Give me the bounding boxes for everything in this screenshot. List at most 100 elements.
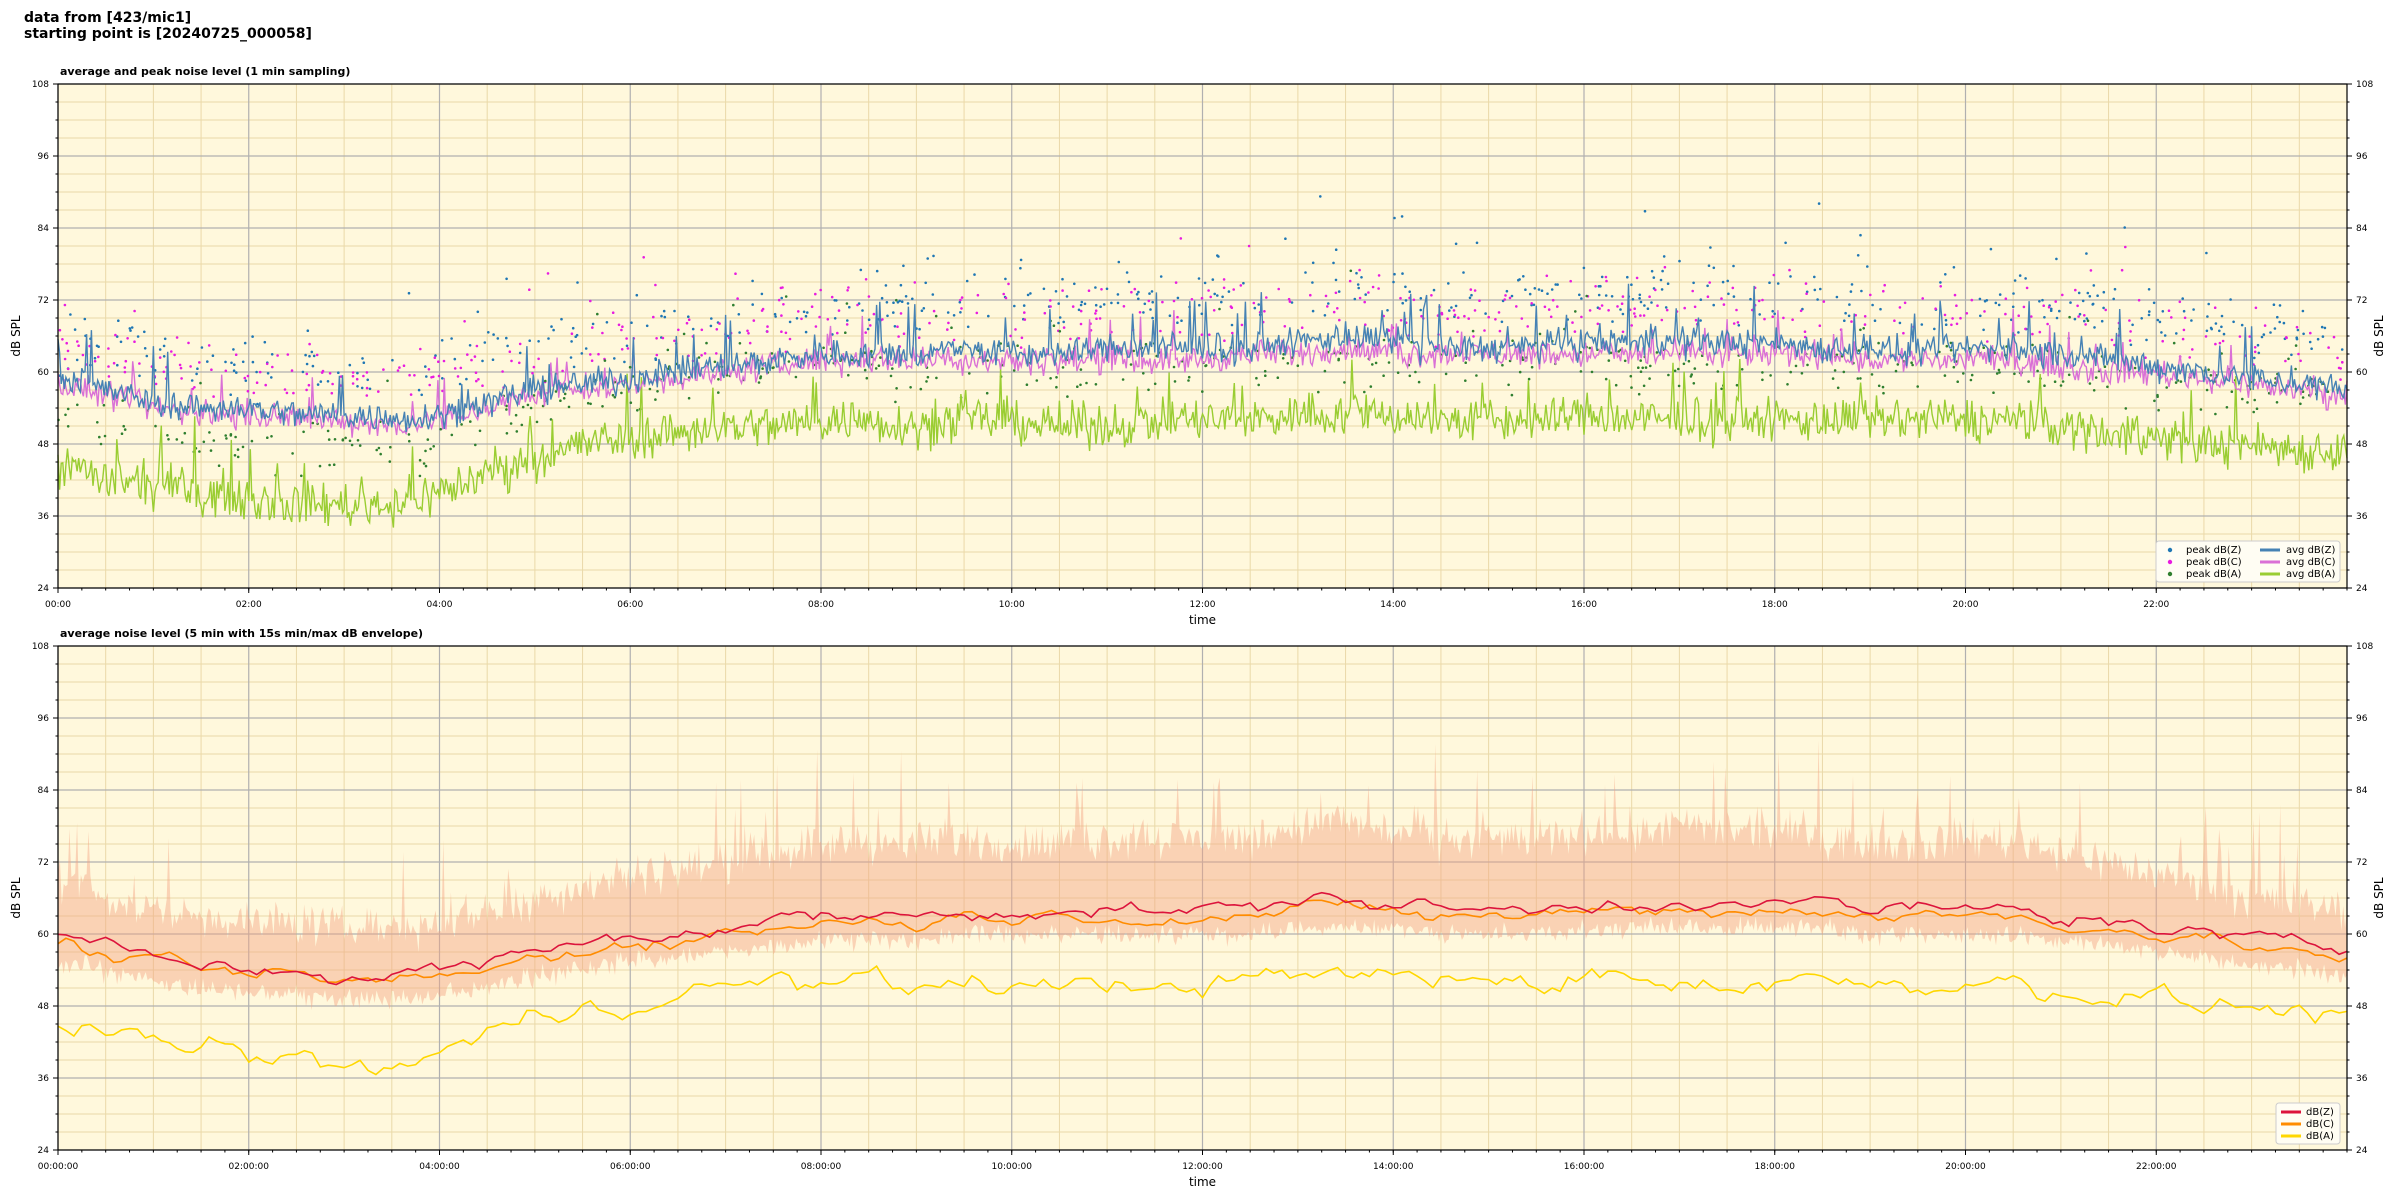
scatter-point <box>1898 306 1902 309</box>
x-tick-label: 18:00:00 <box>1755 1162 1796 1172</box>
scatter-point <box>867 295 871 298</box>
scatter-point <box>1054 290 1058 293</box>
scatter-point <box>1469 288 1473 291</box>
legend-label: avg dB(Z) <box>2286 545 2336 556</box>
scatter-point <box>867 318 871 322</box>
scatter-point <box>896 301 900 304</box>
scatter-point <box>316 383 320 386</box>
scatter-point <box>505 336 508 340</box>
scatter-point <box>241 360 245 364</box>
scatter-point <box>1043 311 1047 315</box>
scatter-point <box>133 340 136 344</box>
scatter-point <box>1732 264 1735 268</box>
scatter-point <box>645 324 649 328</box>
scatter-point <box>362 374 365 378</box>
scatter-point <box>114 333 117 337</box>
legend: dB(Z)dB(C)dB(A) <box>2275 1102 2341 1145</box>
scatter-point <box>460 423 463 426</box>
scatter-point <box>654 398 657 401</box>
scatter-point <box>2262 333 2266 336</box>
scatter-point <box>98 435 101 439</box>
scatter-point <box>1309 293 1312 297</box>
scatter-point <box>1286 362 1290 365</box>
scatter-point <box>697 356 701 359</box>
scatter-point <box>2092 284 2096 287</box>
scatter-point <box>418 474 422 478</box>
scatter-point <box>1200 312 1204 316</box>
scatter-point <box>526 403 530 407</box>
scatter-point <box>1404 285 1407 289</box>
scatter-point <box>2181 337 2185 341</box>
scatter-point <box>1916 385 1919 388</box>
scatter-point <box>1882 289 1885 293</box>
scatter-point <box>120 432 124 436</box>
scatter-point <box>572 365 576 369</box>
scatter-point <box>591 326 594 329</box>
scatter-point <box>1016 344 1019 348</box>
scatter-point <box>466 353 469 356</box>
scatter-point <box>514 413 518 417</box>
scatter-point <box>2181 297 2184 300</box>
scatter-point <box>1920 323 1924 326</box>
scatter-point <box>1353 297 1357 301</box>
scatter-point <box>1019 258 1023 262</box>
scatter-point <box>528 339 531 343</box>
x-tick-label: 22:00 <box>2143 600 2169 610</box>
scatter-point <box>167 438 170 441</box>
scatter-point <box>432 445 436 448</box>
scatter-point <box>1621 330 1625 334</box>
scatter-point <box>1130 290 1133 294</box>
scatter-point <box>492 333 495 336</box>
scatter-point <box>919 387 923 391</box>
scatter-point <box>468 344 472 347</box>
scatter-point <box>1071 305 1075 308</box>
scatter-point <box>1850 283 1854 286</box>
scatter-point <box>1450 306 1453 309</box>
y-tick-label: 48 <box>38 1002 50 1012</box>
scatter-point <box>1432 288 1436 292</box>
scatter-point <box>1094 309 1098 313</box>
scatter-point <box>2309 331 2312 335</box>
scatter-point <box>1517 278 1520 282</box>
scatter-point <box>766 325 769 328</box>
scatter-point <box>1500 320 1504 324</box>
scatter-point <box>1520 317 1524 320</box>
scatter-point <box>199 381 202 385</box>
scatter-point <box>2013 279 2017 282</box>
scatter-point <box>1410 340 1413 344</box>
scatter-point <box>546 272 550 275</box>
scatter-point <box>1638 297 1641 300</box>
scatter-point <box>2156 318 2160 322</box>
scatter-point <box>893 325 897 328</box>
scatter-point <box>66 407 70 411</box>
scatter-point <box>2221 339 2225 343</box>
scatter-point <box>1369 385 1373 388</box>
scatter-point <box>319 380 323 383</box>
scatter-point <box>2058 309 2061 313</box>
scatter-point <box>1638 293 1642 297</box>
scatter-point <box>1079 383 1082 387</box>
scatter-point <box>761 367 764 370</box>
scatter-point <box>2103 365 2107 369</box>
scatter-point <box>1859 328 1862 332</box>
scatter-point <box>2088 295 2092 298</box>
scatter-point <box>687 318 691 322</box>
scatter-point <box>2017 314 2020 318</box>
scatter-point <box>2339 367 2342 370</box>
scatter-point <box>1247 244 1251 248</box>
scatter-point <box>63 357 67 361</box>
y-tick-label: 72 <box>38 296 49 306</box>
y-tick-label-right: 60 <box>2356 930 2368 940</box>
scatter-point <box>2295 337 2299 341</box>
scatter-point <box>1503 298 1506 301</box>
scatter-point <box>831 333 834 336</box>
scatter-point <box>1649 364 1652 368</box>
scatter-point <box>2012 292 2015 295</box>
scatter-point <box>1660 288 1664 291</box>
scatter-point <box>2214 412 2217 416</box>
scatter-point <box>806 311 809 314</box>
scatter-point <box>1847 314 1851 318</box>
scatter-point <box>1818 324 1822 328</box>
scatter-point <box>246 374 250 378</box>
scatter-point <box>784 295 788 298</box>
